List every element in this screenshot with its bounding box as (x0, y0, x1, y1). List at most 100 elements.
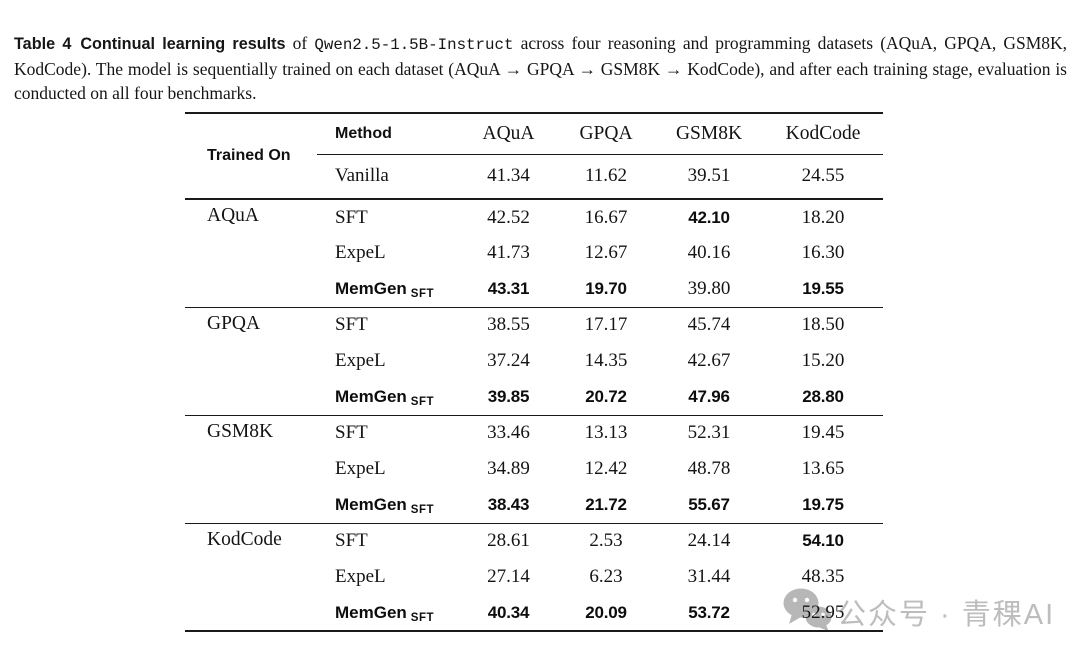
col-header-kodcode: KodCode (763, 113, 883, 155)
col-header-gsm8k: GSM8K (655, 113, 763, 155)
caption-connector: of (292, 32, 308, 53)
method-name: SFT (335, 206, 368, 228)
caption-label: Table 4 (14, 34, 72, 53)
table-row: ExpeL 37.24 14.35 42.67 15.20 (185, 343, 883, 379)
trained-on-header: Trained On (207, 147, 291, 164)
score-cell: 37.24 (487, 350, 530, 371)
score-cell: 48.35 (801, 566, 845, 587)
table-row: ExpeL 41.73 12.67 40.16 16.30 (185, 235, 883, 271)
method-label: ExpeL (317, 235, 460, 271)
dataset-group-kodcode: KodCode SFT 28.61 2.53 24.14 54.10 ExpeL 27.14 6… (185, 523, 883, 631)
score-cell: 15.20 (801, 350, 845, 371)
score-cell: 41.73 (487, 242, 530, 263)
table-row: GPQA SFT 38.55 17.17 45.74 18.50 (185, 307, 883, 343)
score-cell: 19.70 (585, 278, 627, 298)
method-label: MemGen SFT (317, 487, 460, 523)
method-subscript: SFT (410, 395, 435, 408)
score-cell: 47.96 (688, 386, 730, 406)
table-row: ExpeL 34.89 12.42 48.78 13.65 (185, 451, 883, 487)
score-cell: 39.51 (687, 165, 731, 187)
score-cell: 19.45 (801, 422, 845, 444)
trained-on-label: GSM8K (207, 420, 274, 442)
table-row: GSM8K SFT 33.46 13.13 52.31 19.45 (185, 415, 883, 451)
score-cell: 38.55 (487, 314, 530, 336)
score-cell: 42.67 (687, 350, 731, 371)
dataset-group-gpqa: GPQA SFT 38.55 17.17 45.74 18.50 ExpeL 37.24 14.… (185, 307, 883, 415)
table-caption: Table 4 Continual learning results of Qwe… (14, 31, 1067, 106)
table-row: ExpeL 27.14 6.23 31.44 48.35 (185, 559, 883, 595)
score-cell: 33.46 (487, 422, 530, 444)
header-row: Trained On Method AQuA GPQA GSM8K KodCod… (185, 113, 883, 164)
score-cell: 48.78 (687, 458, 731, 479)
method-label: Vanilla (335, 165, 389, 187)
dataset-group-gsm8k: GSM8K SFT 33.46 13.13 52.31 19.45 ExpeL 34.89 12… (185, 415, 883, 523)
method-name: MemGen (335, 602, 407, 622)
score-cell: 19.55 (802, 278, 844, 298)
method-label: ExpeL (317, 343, 460, 379)
score-cell: 21.72 (585, 494, 627, 514)
score-cell: 52.31 (687, 422, 731, 444)
method-name: MemGen (335, 386, 407, 406)
score-cell: 18.20 (801, 206, 845, 228)
score-cell: 19.75 (802, 494, 844, 514)
method-subscript: SFT (410, 611, 435, 624)
watermark-text: 公众号 · 青稞AI (837, 598, 1056, 631)
score-cell: 45.74 (687, 314, 731, 336)
method-name: SFT (335, 530, 368, 552)
method-name: ExpeL (335, 242, 386, 263)
score-cell: 18.50 (801, 314, 845, 336)
method-name: SFT (335, 422, 368, 444)
table-row: AQuA SFT 42.52 16.67 42.10 18.20 (185, 199, 883, 235)
method-label: MemGen SFT (317, 595, 460, 631)
score-cell: 6.23 (589, 566, 623, 587)
score-cell: 20.09 (585, 602, 627, 622)
score-cell: 14.35 (584, 350, 628, 371)
score-cell: 31.44 (687, 566, 731, 587)
trained-on-label: GPQA (207, 312, 261, 334)
score-cell: 28.61 (487, 530, 530, 552)
table-row: MemGen SFT 40.34 20.09 53.72 52.95 (185, 595, 883, 631)
table-row: MemGen SFT 38.43 21.72 55.67 19.75 (185, 487, 883, 523)
score-cell: 40.34 (487, 602, 530, 622)
dataset-group-aqua: AQuA SFT 42.52 16.67 42.10 18.20 ExpeL 41.73 12.… (185, 199, 883, 307)
score-cell: 43.31 (487, 278, 530, 298)
score-cell: 13.13 (584, 422, 628, 444)
score-cell: 27.14 (487, 566, 530, 587)
method-label: ExpeL (317, 559, 460, 595)
score-cell: 12.67 (584, 242, 628, 263)
score-cell: 53.72 (688, 602, 730, 622)
col-header-gpqa: GPQA (557, 113, 655, 155)
score-cell: 16.67 (584, 206, 628, 228)
score-cell: 39.80 (687, 277, 731, 299)
method-label: SFT (317, 307, 460, 343)
baseline-row: Vanilla 41.34 11.62 39.51 24.55 (185, 154, 883, 199)
wechat-icon (781, 586, 833, 637)
method-header: Method (317, 113, 460, 155)
score-cell: 34.89 (487, 458, 530, 479)
caption-title: Continual learning results (80, 34, 286, 53)
score-cell: 52.95 (801, 601, 845, 623)
score-cell: 28.80 (802, 386, 844, 406)
score-cell: 11.62 (584, 165, 628, 187)
table-header: Trained On Method AQuA GPQA GSM8K KodCod… (185, 113, 883, 199)
method-name: ExpeL (335, 350, 386, 371)
table-row: MemGen SFT 39.85 20.72 47.96 28.80 (185, 379, 883, 415)
method-name: ExpeL (335, 566, 386, 587)
score-cell: 55.67 (688, 494, 730, 514)
method-subscript: SFT (410, 503, 435, 516)
table-row: KodCode SFT 28.61 2.53 24.14 54.10 (185, 523, 883, 559)
trained-on-label: KodCode (207, 528, 282, 550)
score-cell: 17.17 (584, 314, 628, 336)
method-label: ExpeL (317, 451, 460, 487)
trained-on-label: AQuA (207, 205, 259, 226)
results-table: Trained On Method AQuA GPQA GSM8K KodCod… (185, 112, 883, 632)
method-name: SFT (335, 314, 368, 336)
score-cell: 2.53 (589, 530, 623, 552)
method-name: MemGen (335, 494, 407, 514)
method-name: ExpeL (335, 458, 386, 479)
score-cell: 16.30 (801, 242, 845, 263)
score-cell: 41.34 (487, 165, 530, 187)
col-header-aqua: AQuA (460, 113, 557, 155)
method-label: SFT (317, 415, 460, 451)
method-name: MemGen (335, 278, 407, 298)
